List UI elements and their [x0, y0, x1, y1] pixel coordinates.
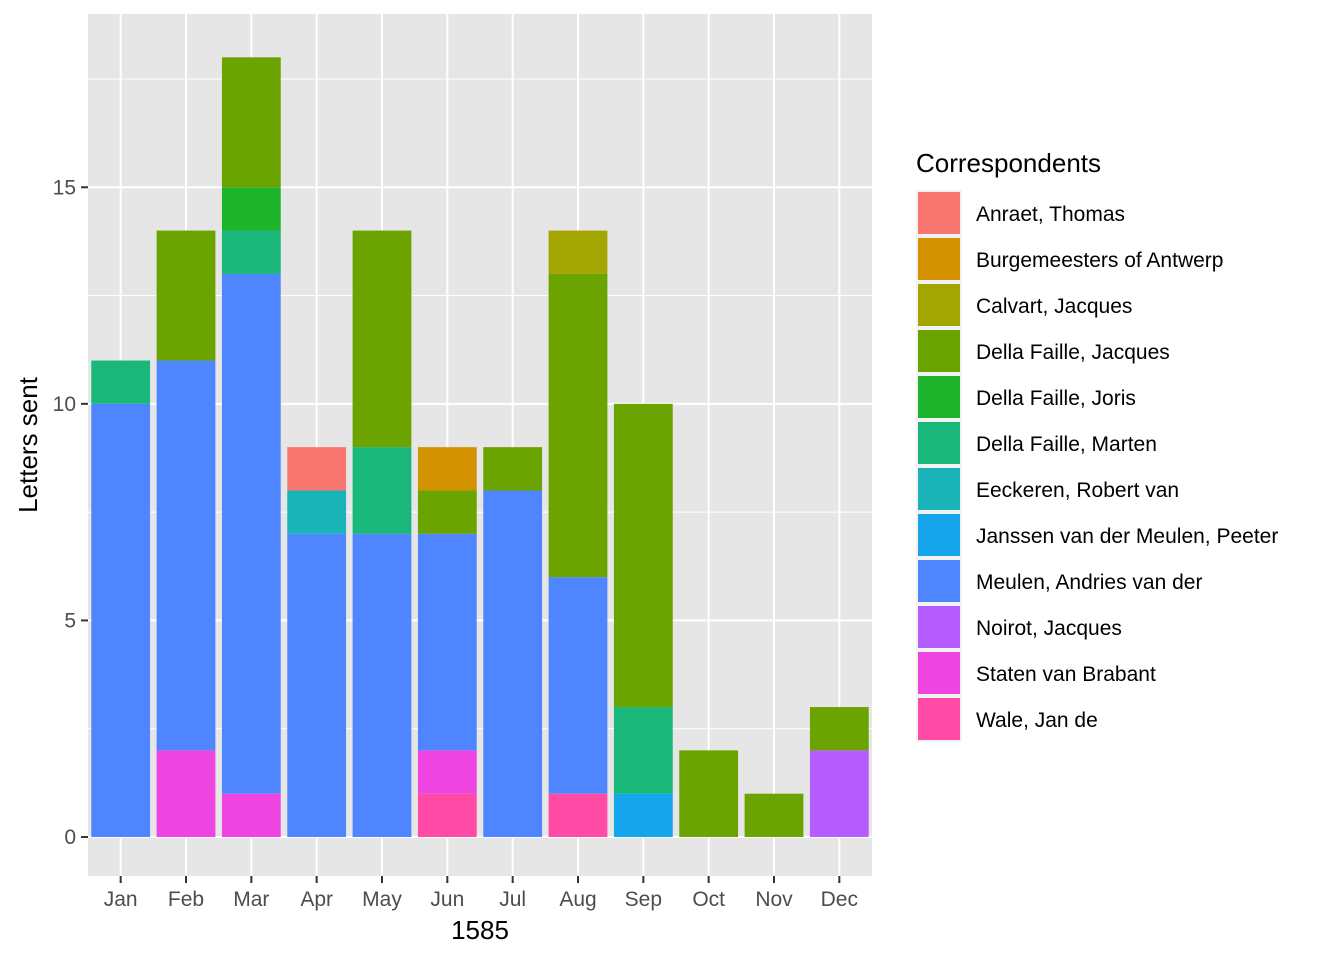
bar-segment [91, 403, 151, 838]
legend-label: Della Faille, Joris [976, 387, 1136, 410]
bar-segment [679, 750, 739, 838]
bar-segment [91, 360, 151, 404]
bar-segment [352, 533, 412, 838]
x-tick-label: Nov [755, 888, 793, 911]
legend-label: Wale, Jan de [976, 709, 1098, 732]
bar-segment [221, 230, 281, 274]
y-tick-label: 10 [53, 393, 76, 416]
legend-label: Staten van Brabant [976, 663, 1156, 686]
x-tick-label: Oct [692, 888, 725, 911]
bar-segment [417, 447, 477, 491]
x-tick-label: Apr [300, 888, 333, 911]
bar-segment [809, 707, 869, 751]
legend-label: Anraet, Thomas [976, 203, 1125, 226]
bar-segment [417, 793, 477, 838]
legend: Correspondents Anraet, Thomas Burgemeeste… [916, 148, 1278, 742]
bar-segment [809, 750, 869, 838]
bar-segment [613, 403, 673, 708]
y-axis-title: Letters sent [13, 376, 43, 513]
legend-swatch [918, 652, 960, 694]
bar-segment [417, 533, 477, 751]
x-tick-label: Jul [499, 888, 526, 911]
legend-swatch [918, 422, 960, 464]
y-tick-label: 0 [64, 826, 76, 849]
bar-segment [613, 707, 673, 794]
bar-segment [156, 230, 216, 361]
x-tick-label: Dec [821, 888, 858, 911]
legend-label: Della Faille, Marten [976, 433, 1157, 456]
bar-segment [221, 273, 281, 794]
x-tick-label: Jan [104, 888, 138, 911]
legend-label: Janssen van der Meulen, Peeter [976, 525, 1278, 548]
bar-segment [221, 793, 281, 838]
bar-segment [352, 447, 412, 534]
bar-segment [156, 750, 216, 838]
bar-segment [417, 490, 477, 534]
legend-swatch [918, 606, 960, 648]
legend-label: Eeckeren, Robert van [976, 479, 1179, 502]
x-tick-label: Feb [168, 888, 204, 911]
bar-segment [417, 750, 477, 794]
x-axis-title: 1585 [451, 915, 509, 945]
bar-segment [613, 793, 673, 838]
x-axis: Jan Feb Mar Apr May Jun Jul Aug Sep Oct Nov Dec [104, 876, 858, 911]
y-tick-label: 5 [64, 609, 76, 632]
x-tick-label: Mar [233, 888, 269, 911]
minor-gridlines [88, 78, 872, 730]
x-tick-label: Aug [559, 888, 596, 911]
legend-label: Calvart, Jacques [976, 295, 1132, 318]
bar-segment [156, 360, 216, 751]
legend-label: Burgemeesters of Antwerp [976, 249, 1223, 272]
bar-segment [287, 490, 347, 534]
x-tick-label: Sep [625, 888, 662, 911]
bar-segment [483, 447, 543, 491]
legend-swatch [918, 192, 960, 234]
bars [91, 57, 869, 838]
y-tick-label: 15 [53, 176, 76, 199]
legend-label: Meulen, Andries van der [976, 571, 1202, 594]
legend-swatch [918, 560, 960, 602]
y-axis: 0 5 10 15 [53, 176, 88, 849]
legend-swatch [918, 698, 960, 740]
legend-title: Correspondents [916, 148, 1101, 178]
legend-swatch [918, 330, 960, 372]
bar-segment [352, 230, 412, 448]
bar-segment [221, 57, 281, 188]
bar-segment [548, 577, 608, 794]
bar-segment [548, 793, 608, 838]
plot-panel [88, 14, 872, 876]
bar-segment [287, 533, 347, 838]
bar-segment [221, 187, 281, 231]
legend-swatch [918, 284, 960, 326]
bar-segment [744, 793, 804, 838]
legend-swatch [918, 514, 960, 556]
bar-segment [483, 490, 543, 838]
legend-label: Della Faille, Jacques [976, 341, 1170, 364]
bar-segment [548, 230, 608, 274]
legend-label: Noirot, Jacques [976, 617, 1122, 640]
legend-swatch [918, 376, 960, 418]
x-tick-label: May [362, 888, 402, 911]
legend-swatch [918, 238, 960, 280]
x-tick-label: Jun [430, 888, 464, 911]
bar-segment [287, 447, 347, 491]
legend-swatch [918, 468, 960, 510]
bar-segment [548, 273, 608, 578]
